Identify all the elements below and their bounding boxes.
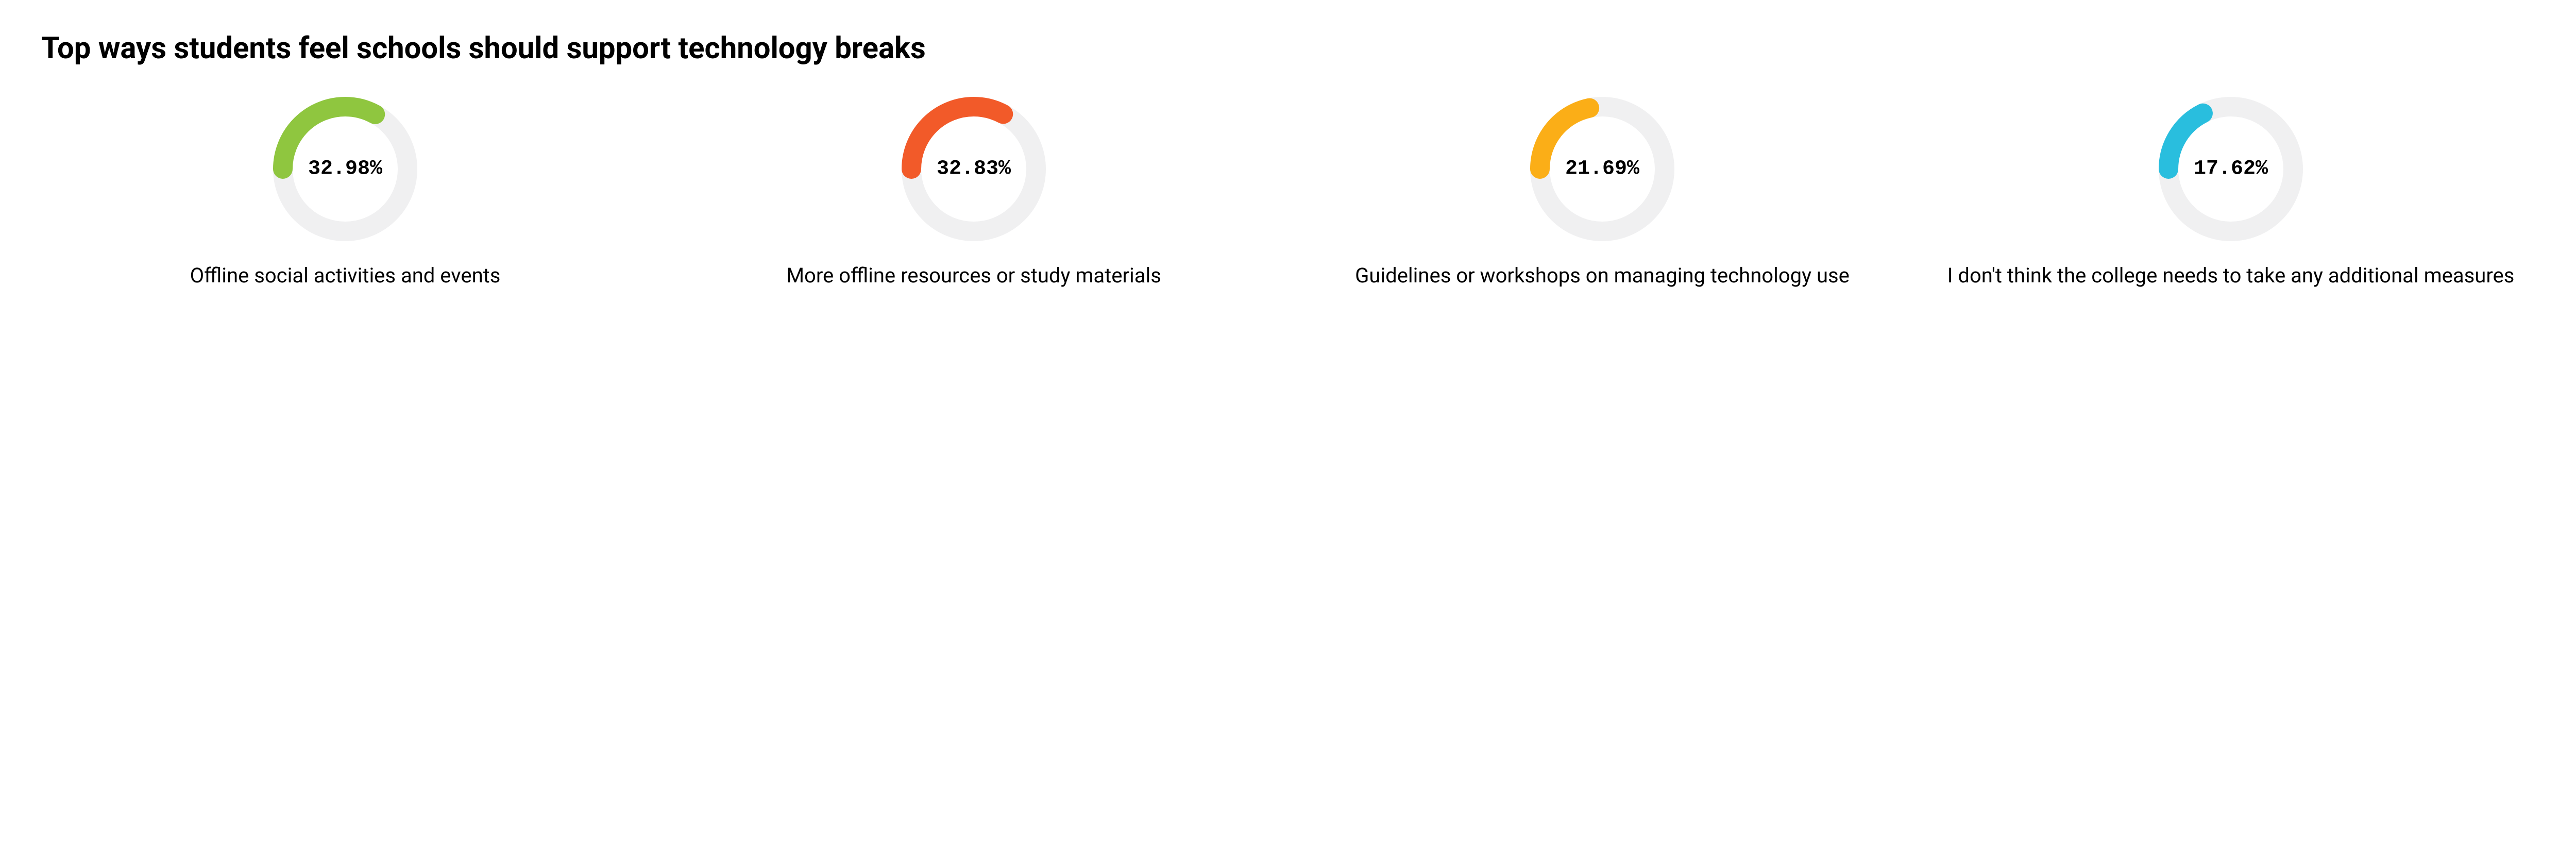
donut-percent-label: 21.69% xyxy=(1565,158,1639,181)
donut-chart: 21.69% xyxy=(1530,97,1674,241)
donut-caption: I don't think the college needs to take … xyxy=(1947,262,2515,290)
infographic-title: Top ways students feel schools should su… xyxy=(41,31,2535,66)
donut-item: 21.69% Guidelines or workshops on managin… xyxy=(1298,97,1906,290)
donut-percent-label: 17.62% xyxy=(2194,158,2268,181)
donut-percent-label: 32.83% xyxy=(937,158,1011,181)
donut-chart: 17.62% xyxy=(2159,97,2303,241)
donut-percent-label: 32.98% xyxy=(308,158,382,181)
donut-row: 32.98% Offline social activities and even… xyxy=(41,97,2535,290)
donut-item: 32.83% More offline resources or study ma… xyxy=(670,97,1278,290)
donut-item: 17.62% I don't think the college needs to… xyxy=(1927,97,2535,290)
donut-item: 32.98% Offline social activities and even… xyxy=(41,97,649,290)
infographic-container: Top ways students feel schools should su… xyxy=(0,0,2576,331)
donut-chart: 32.98% xyxy=(273,97,417,241)
donut-caption: Guidelines or workshops on managing tech… xyxy=(1355,262,1850,290)
donut-caption: More offline resources or study material… xyxy=(786,262,1161,290)
donut-chart: 32.83% xyxy=(902,97,1046,241)
donut-caption: Offline social activities and events xyxy=(190,262,501,290)
